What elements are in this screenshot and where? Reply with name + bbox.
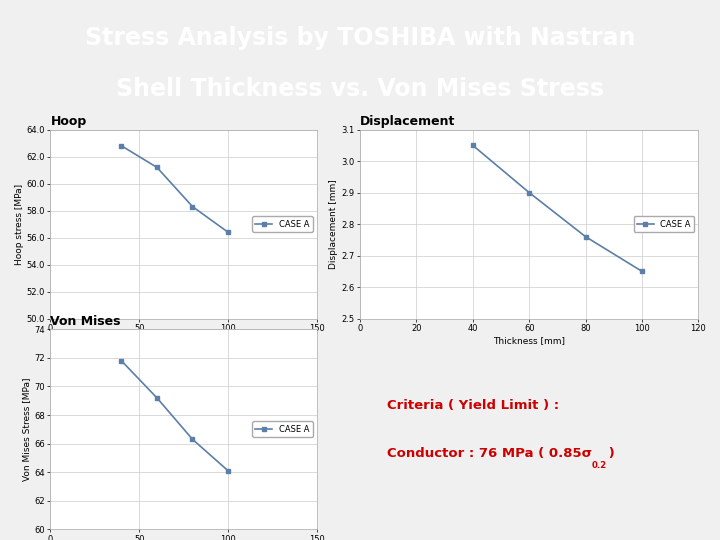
CASE A [224, 229, 233, 235]
CASE A [638, 268, 647, 274]
CASE A [224, 468, 233, 474]
CASE A [469, 142, 477, 149]
Text: Displacement: Displacement [360, 116, 455, 129]
X-axis label: Thickness [mm]: Thickness [mm] [148, 336, 220, 345]
Text: Von Mises: Von Mises [50, 315, 121, 328]
Y-axis label: Von Mises Stress [MPa]: Von Mises Stress [MPa] [22, 377, 31, 481]
Line: CASE A: CASE A [120, 144, 230, 234]
CASE A [117, 357, 126, 364]
CASE A [153, 395, 161, 401]
Legend: CASE A: CASE A [634, 216, 694, 232]
Y-axis label: Hoop stress [MPa]: Hoop stress [MPa] [14, 184, 24, 265]
Text: Hoop: Hoop [50, 116, 86, 129]
Text: Stress Analysis by TOSHIBA with Nastran: Stress Analysis by TOSHIBA with Nastran [85, 26, 635, 50]
CASE A [188, 436, 197, 443]
Text: Conductor : 76 MPa ( 0.85σ: Conductor : 76 MPa ( 0.85σ [387, 447, 592, 460]
CASE A [117, 143, 126, 149]
Text: Shell Thickness vs. Von Mises Stress: Shell Thickness vs. Von Mises Stress [116, 77, 604, 101]
Line: CASE A: CASE A [120, 359, 230, 473]
Y-axis label: Displacement [mm]: Displacement [mm] [330, 179, 338, 269]
CASE A [581, 233, 590, 240]
Text: 0.2: 0.2 [592, 461, 607, 470]
Text: ): ) [603, 447, 614, 460]
CASE A [525, 190, 534, 196]
X-axis label: Thickness [mm]: Thickness [mm] [493, 336, 565, 345]
Line: CASE A: CASE A [471, 143, 644, 273]
Legend: CASE A: CASE A [252, 216, 312, 232]
CASE A [153, 164, 161, 171]
Text: Criteria ( Yield Limit ) :: Criteria ( Yield Limit ) : [387, 399, 559, 412]
CASE A [188, 204, 197, 210]
Legend: CASE A: CASE A [252, 421, 312, 437]
